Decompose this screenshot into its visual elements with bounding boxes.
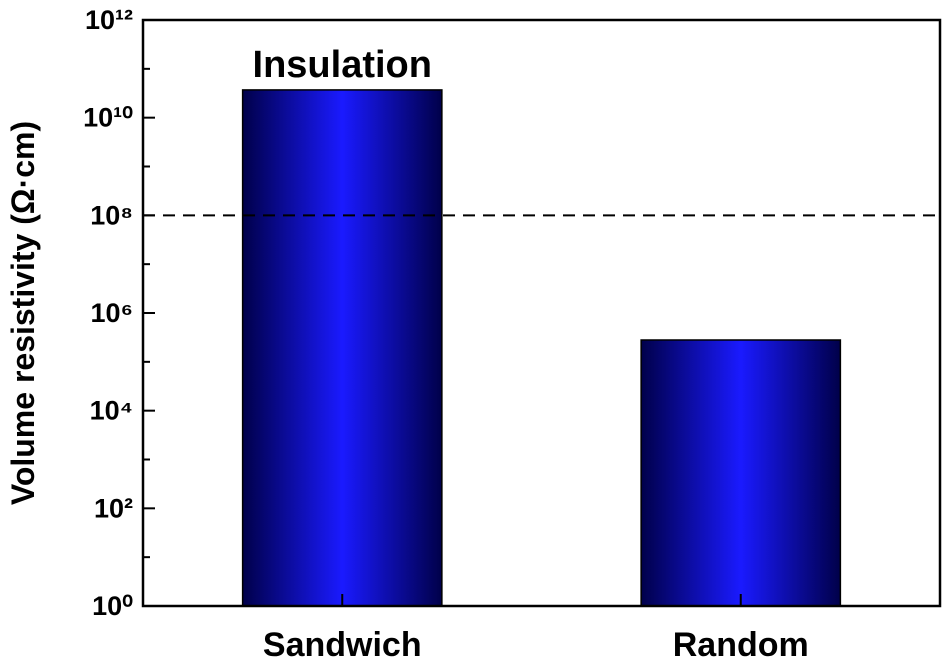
y-tick-label: 10² xyxy=(94,493,133,523)
y-tick-label: 10¹² xyxy=(85,5,133,35)
y-tick-label: 10⁴ xyxy=(90,396,133,426)
x-tick-label: Sandwich xyxy=(263,626,422,663)
bar xyxy=(241,89,443,607)
annotation: Insulation xyxy=(253,44,432,86)
bar xyxy=(640,339,842,607)
y-axis-label: Volume resistivity (Ω·cm) xyxy=(5,121,41,505)
y-tick-label: 10⁸ xyxy=(90,200,133,230)
y-tick-label: 10¹⁰ xyxy=(83,103,133,133)
x-tick-label: Random xyxy=(673,626,809,663)
y-tick-label: 10⁰ xyxy=(92,591,133,621)
y-tick-label: 10⁶ xyxy=(91,298,133,328)
plot-frame xyxy=(141,18,942,608)
